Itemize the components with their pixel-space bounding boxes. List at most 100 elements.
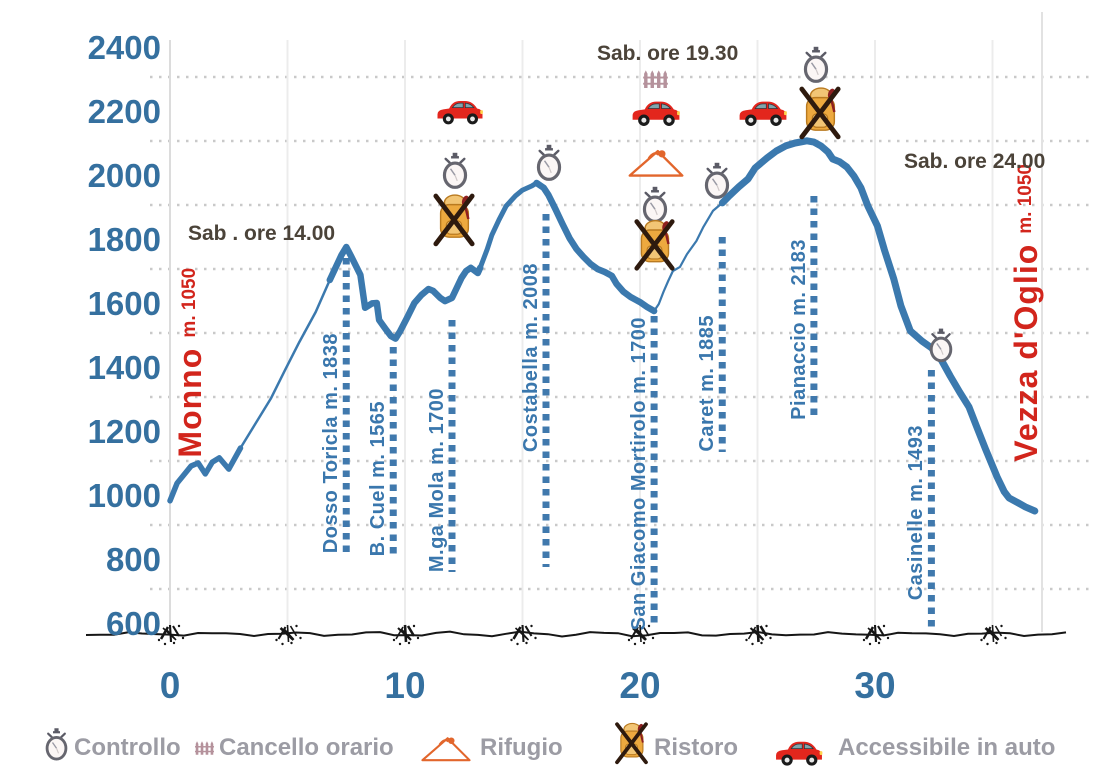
gridlines xyxy=(150,12,1090,632)
knot-dot xyxy=(633,642,637,646)
stopwatch-icon xyxy=(442,152,468,189)
knot-dot xyxy=(525,641,528,645)
legend-accessibile-in-auto: Accessibile in auto xyxy=(838,734,1056,761)
x-tick-20: 20 xyxy=(619,665,661,706)
knot-stroke xyxy=(756,624,760,643)
waypoint-label-2: M.ga Mola m. 1700 xyxy=(426,387,448,572)
ristoro-icon xyxy=(802,88,838,137)
waypoint-label-5: Caret m. 1885 xyxy=(696,315,719,452)
profile-segment-6 xyxy=(718,137,1039,515)
knot-stroke xyxy=(403,624,408,643)
knot-dot xyxy=(407,641,411,645)
end-name: Vezza d'Oglio xyxy=(1008,244,1044,462)
knot-dot xyxy=(163,642,167,646)
knot-dot xyxy=(181,636,185,640)
knot-dot xyxy=(299,636,302,640)
knot-dot xyxy=(398,642,402,646)
gate-icon xyxy=(195,739,214,756)
knot-dot xyxy=(642,641,646,645)
y-tick-1600: 1600 xyxy=(87,285,161,322)
waypoint-label-4: San Giacomo Mortirolo m. 1700 xyxy=(628,316,651,630)
knot-dot xyxy=(868,642,872,646)
knot-dot xyxy=(745,638,748,642)
knot-dot xyxy=(172,641,176,645)
knot-dot xyxy=(760,641,763,645)
stopwatch-icon xyxy=(536,144,562,181)
waypoint-dotted-lines xyxy=(342,196,935,628)
legend-rifugio: Rifugio xyxy=(480,734,563,761)
y-tick-1000: 1000 xyxy=(87,477,161,514)
knot-dot xyxy=(651,636,655,640)
legend-cancello-orario: Cancello orario xyxy=(219,734,394,761)
gate-icon xyxy=(643,70,668,88)
waypoint-label-0: Dosso Toricla m. 1838 xyxy=(320,332,343,553)
profile-segment-3 xyxy=(477,180,540,271)
waypoint-label-7: Casinelle m. 1493 xyxy=(905,424,928,600)
y-tick-1400: 1400 xyxy=(87,349,161,386)
x-tick-30: 30 xyxy=(854,665,896,706)
knot-stroke xyxy=(172,625,180,637)
knot-dot xyxy=(647,624,651,628)
end-location-label: Vezza d'Oglio m. 1050 xyxy=(1008,164,1045,462)
knot-dot xyxy=(995,641,998,645)
knot-stroke xyxy=(286,624,290,643)
waypoint-label-6: Pianaccio m. 2183 xyxy=(787,239,810,420)
car-icon xyxy=(437,100,484,125)
ristoro-icon xyxy=(614,717,649,768)
knot-stroke xyxy=(289,625,298,637)
knot-dot xyxy=(157,638,161,642)
knot-stroke xyxy=(642,625,650,637)
y-tick-600: 600 xyxy=(105,605,161,642)
stopwatch-icon xyxy=(642,186,668,223)
start-location-label: Monno m. 1050 xyxy=(172,268,209,458)
end-elevation: m. 1050 xyxy=(1015,164,1036,235)
knot-dot xyxy=(769,636,772,640)
start-name: Monno xyxy=(172,348,208,458)
axis-knot xyxy=(510,624,537,646)
profile-segment-5 xyxy=(652,201,724,313)
knot-dot xyxy=(281,642,284,646)
knot-stroke xyxy=(406,625,416,637)
ristoro-icon xyxy=(436,195,472,244)
axis-knot xyxy=(157,624,185,646)
knot-dot xyxy=(516,642,519,646)
knot-stroke xyxy=(991,624,995,643)
knot-dot xyxy=(534,636,537,640)
stopwatch-icon xyxy=(44,727,69,762)
checkpoint-time-14: Sab . ore 14.00 xyxy=(188,222,336,245)
knot-dot xyxy=(416,636,420,640)
knot-stroke xyxy=(524,625,533,637)
axis-knot xyxy=(862,624,890,646)
waypoint-label-1: B. Cuel m. 1565 xyxy=(367,400,390,556)
axis-knot xyxy=(627,624,655,646)
start-elevation: m. 1050 xyxy=(179,268,200,339)
car-icon xyxy=(739,101,788,127)
knot-dot xyxy=(986,642,989,646)
waypoint-label-3: Costabella m. 2008 xyxy=(520,262,542,452)
checkpoint-time-2400: Sab. ore 24.00 xyxy=(904,150,1046,173)
y-tick-1800: 1800 xyxy=(87,221,161,258)
profile-segment-4 xyxy=(533,179,658,315)
y-tick-2400: 2400 xyxy=(87,29,161,66)
legend-controllo: Controllo xyxy=(74,734,181,761)
knot-dot xyxy=(412,624,416,628)
axis-knot xyxy=(745,624,772,646)
knot-dot xyxy=(751,642,754,646)
knot-stroke xyxy=(877,625,885,637)
x-tick-10: 10 xyxy=(384,665,426,706)
axis-knot xyxy=(275,624,302,646)
stopwatch-icon xyxy=(704,162,730,199)
profile-segment-0 xyxy=(167,445,244,504)
y-tick-800: 800 xyxy=(105,541,161,578)
knot-dot xyxy=(295,624,298,628)
axis-knot xyxy=(392,624,420,646)
y-tick-1200: 1200 xyxy=(87,413,161,450)
checkpoint-time-1930: Sab. ore 19.30 xyxy=(597,42,739,65)
knot-stroke xyxy=(639,624,642,643)
knot-dot xyxy=(627,638,631,642)
ristoro-icon xyxy=(637,220,672,268)
knot-stroke xyxy=(168,624,173,643)
knot-dot xyxy=(177,624,181,628)
knot-dot xyxy=(765,624,768,628)
